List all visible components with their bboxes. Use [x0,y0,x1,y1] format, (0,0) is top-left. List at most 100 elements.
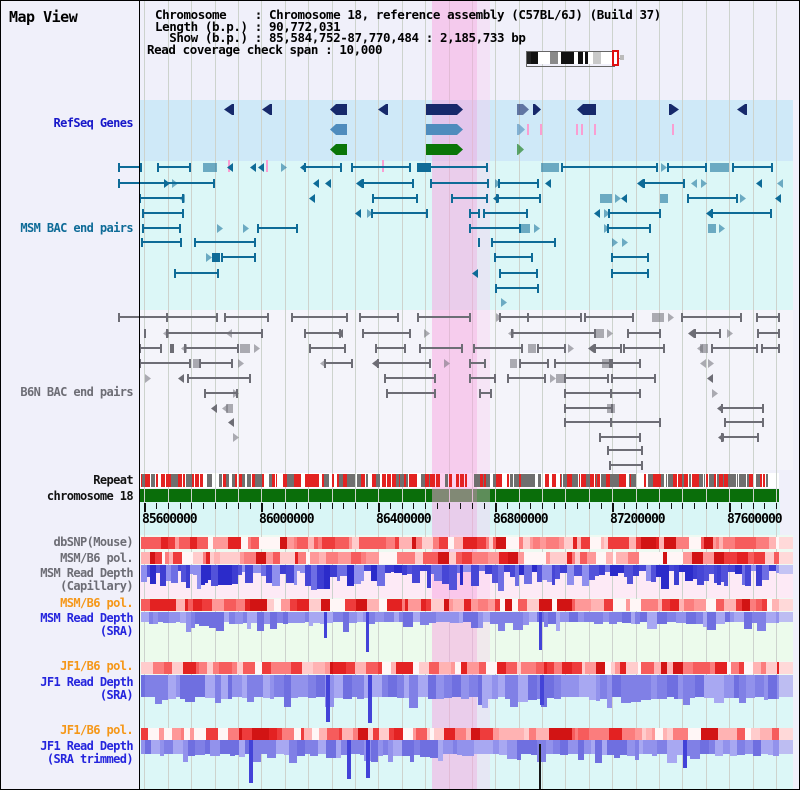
bac-box[interactable] [212,253,220,262]
snp-tick[interactable] [527,124,529,135]
bac-pair-end[interactable] [681,313,683,322]
bac-pair-line[interactable] [508,377,545,379]
bac-arrow-right-hatched[interactable] [622,238,628,247]
bac-pair-end[interactable] [483,209,485,218]
bac-pair-line[interactable] [562,166,657,168]
bac-arrow-left-hatched[interactable] [226,329,232,338]
bac-arrow-left[interactable] [775,194,781,203]
bac-pair-end[interactable] [724,418,726,427]
bac-pair-end[interactable] [412,179,414,188]
bac-pair-line[interactable] [608,227,650,229]
bac-arrow-right-hatched[interactable] [501,298,507,307]
bac-pair-end[interactable] [417,313,419,322]
bac-pair-end[interactable] [142,224,144,233]
bac-pair-end[interactable] [344,344,346,353]
bac-pair-line[interactable] [325,362,352,364]
bac-pair-end[interactable] [711,344,713,353]
bac-arrow-left-hatched[interactable] [777,179,783,188]
bac-pair-line[interactable] [565,407,612,409]
bac-pair-end[interactable] [487,179,489,188]
gene-arrow-bar[interactable] [745,104,747,115]
bac-pair-line[interactable] [733,166,772,168]
bac-pair-end[interactable] [371,209,373,218]
bac-pair-line[interactable] [167,332,262,334]
bac-box-hatched[interactable] [660,194,668,203]
bac-end-tick[interactable] [527,313,529,322]
bac-pair-end[interactable] [721,404,723,413]
bac-pair-end[interactable] [564,418,566,427]
bac-pair-line[interactable] [492,241,555,243]
snp-tick[interactable] [576,124,578,135]
bac-pair-line[interactable] [225,316,268,318]
bac-pair-line[interactable] [688,197,737,199]
bac-box-hatched[interactable] [700,344,708,353]
bac-pair-end[interactable] [511,329,513,338]
bac-pair-end[interactable] [397,313,399,322]
gene-arrow-bar[interactable] [232,104,234,115]
bac-pair-end[interactable] [484,359,486,368]
bac-pair-line[interactable] [695,332,720,334]
bac-pair-line[interactable] [484,212,527,214]
bac-pair-end[interactable] [140,163,142,172]
bac-pair-end[interactable] [139,359,141,368]
bac-pair-line[interactable] [205,392,237,394]
bac-pair-end[interactable] [429,163,431,172]
bac-pair-end[interactable] [544,374,546,383]
bac-pair-end[interactable] [434,389,436,398]
gene-arrow-bar[interactable] [270,104,272,115]
bac-pair-end[interactable] [607,224,609,233]
bac-pair-end[interactable] [537,284,539,293]
bac-pair-line[interactable] [712,347,757,349]
bac-pair-end[interactable] [770,209,772,218]
gene-box-hatched[interactable] [517,104,529,115]
bac-pair-end[interactable] [599,433,601,442]
bac-arrow-left[interactable] [717,404,723,413]
bac-arrow-right-hatched[interactable] [661,163,667,172]
bac-pair-line[interactable] [628,332,660,334]
bac-pair-end[interactable] [594,329,596,338]
bac-arrow-left[interactable] [756,179,762,188]
bac-pair-line[interactable] [500,272,537,274]
bac-pair-end[interactable] [426,209,428,218]
bac-pair-line[interactable] [373,197,417,199]
bac-arrow-right-hatched[interactable] [568,344,574,353]
bac-pair-line[interactable] [762,347,779,349]
bac-pair-end[interactable] [526,209,528,218]
bac-pair-end[interactable] [580,313,582,322]
bac-pair-line[interactable] [612,272,648,274]
bac-pair-end[interactable] [141,238,143,247]
bac-arrow-left-hatched[interactable] [222,404,228,413]
gene-box[interactable] [426,104,463,115]
bac-pair-end[interactable] [632,313,634,322]
bac-pair-line[interactable] [608,449,642,451]
b6n-bac-track-canvas[interactable] [140,310,793,470]
bac-pair-line[interactable] [610,464,642,466]
bac-arrow-right-hatched[interactable] [550,374,556,383]
bac-pair-end[interactable] [469,313,471,322]
bac-arrow-right-hatched[interactable] [145,374,151,383]
bac-end-tick[interactable] [166,313,168,322]
bac-pair-end[interactable] [486,194,488,203]
bac-pair-end[interactable] [611,374,613,383]
bac-pair-line[interactable] [452,197,487,199]
bac-pair-end[interactable] [659,418,661,427]
bac-pair-end[interactable] [778,313,780,322]
bac-pair-end[interactable] [491,238,493,247]
bac-arrow-left[interactable] [227,163,233,172]
bac-pair-end[interactable] [362,329,364,338]
bac-pair-end[interactable] [778,329,780,338]
gene-box[interactable] [330,104,347,115]
bac-pair-end[interactable] [564,344,566,353]
bac-pair-end[interactable] [296,224,298,233]
gene-box-hatched[interactable] [517,144,524,155]
bac-pair-end[interactable] [554,238,556,247]
bac-pair-line[interactable] [500,316,581,318]
bac-pair-line[interactable] [188,377,250,379]
bac-pair-end[interactable] [641,446,643,455]
bac-pair-line[interactable] [470,377,495,379]
bac-arrow-left[interactable] [325,179,331,188]
bac-pair-line[interactable] [757,316,779,318]
bac-pair-end[interactable] [757,329,759,338]
bac-pair-line[interactable] [565,377,608,379]
bac-arrow-right-hatched[interactable] [719,224,725,233]
